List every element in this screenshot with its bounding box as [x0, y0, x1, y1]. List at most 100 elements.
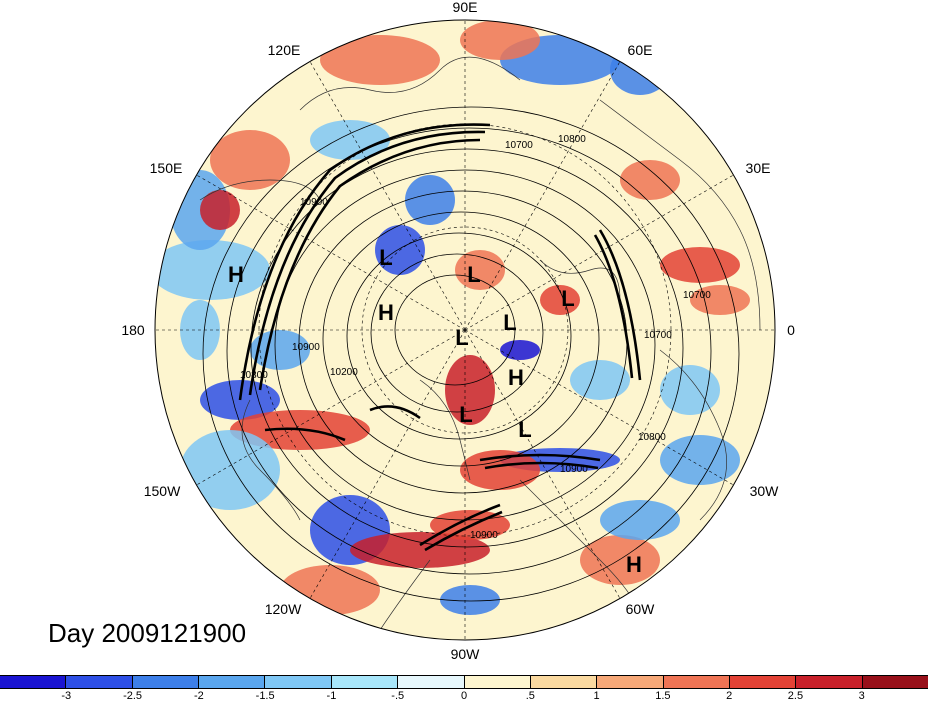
colorbar-tick-label: .5 [525, 690, 535, 702]
anomaly-patch [660, 365, 720, 415]
colorbar-tick-label: -2 [193, 690, 204, 702]
meridian-line [464, 329, 621, 599]
date-title: Day 2009121900 [48, 618, 247, 648]
meridian-line [196, 174, 466, 331]
longitude-label: 30E [745, 160, 771, 176]
contour-label: 10700 [683, 290, 711, 301]
longitude-label: 30W [749, 483, 779, 499]
anomaly-patch [455, 250, 505, 290]
jet-contour [479, 453, 601, 462]
contour-label: 10900 [300, 197, 328, 208]
longitude-label: 90E [452, 0, 478, 15]
height-contour [346, 232, 572, 440]
colorbar-segment [0, 676, 67, 688]
meridian-line [464, 329, 734, 486]
anomaly-patch [690, 285, 750, 315]
anomaly-patch [350, 532, 490, 568]
contour-label: 10900 [292, 342, 320, 353]
low-pressure-marker: L [518, 417, 531, 442]
jet-contour [258, 138, 481, 391]
colorbar-tick-label: -1 [326, 690, 337, 702]
longitude-label: 120W [264, 601, 302, 617]
colorbar-segment [663, 676, 730, 688]
colorbar-tick-label: 0 [460, 690, 468, 702]
jet-contour [419, 503, 501, 547]
contour-label: 10900 [560, 464, 588, 475]
contour-label: 10800 [558, 134, 586, 145]
colorbar-segment [796, 676, 863, 688]
jet-contour [238, 123, 491, 401]
anomaly-patch [460, 20, 540, 60]
anomaly-patch [540, 285, 580, 315]
anomaly-patch [580, 535, 660, 585]
height-contour [226, 127, 712, 575]
colorbar-segment [132, 676, 200, 688]
longitude-label: 150E [149, 160, 183, 176]
anomaly-patch [180, 430, 280, 510]
height-contour [370, 253, 544, 413]
high-pressure-marker: H [626, 552, 642, 577]
colorbar-segment [199, 676, 266, 688]
low-pressure-marker: L [459, 402, 472, 427]
contour-label: 10200 [330, 367, 358, 378]
low-pressure-marker: L [561, 286, 574, 311]
colorbar-tick-label: -3 [61, 690, 72, 702]
meridian-line [464, 61, 621, 331]
colorbar-labels: -3 -2.5 -2 -1.5 -1 -.5 0 .5 1 1.5 2 2.5 3 [0, 690, 928, 704]
coastline [659, 349, 727, 521]
anomaly-patch [660, 247, 740, 283]
anomaly-patch [445, 355, 495, 425]
colorbar-tick-label: -1.5 [255, 690, 275, 702]
colorbar-tick-label: 2 [726, 690, 733, 702]
colorbar-segment [464, 676, 531, 688]
jet-contour [264, 427, 346, 442]
coastline [199, 179, 321, 201]
colorbar-segment [398, 676, 465, 688]
jet-contour [424, 510, 503, 552]
contour-label: 10800 [638, 432, 666, 443]
colorbar-segment [331, 676, 399, 688]
longitude-label: 0 [787, 322, 795, 338]
low-pressure-marker: L [467, 262, 480, 287]
longitude-label: 90W [450, 646, 480, 662]
meridian-line [464, 174, 734, 331]
coastline [241, 399, 301, 521]
colorbar-segment [66, 676, 133, 688]
anomaly-patch [210, 130, 290, 190]
anomaly-patch [200, 190, 240, 230]
colorbar-tick-label: -.5 [391, 690, 405, 702]
jet-contour [248, 130, 486, 396]
low-pressure-marker: L [379, 245, 392, 270]
colorbar-tick-label: 1.5 [655, 690, 671, 702]
colorbar-segment [265, 676, 332, 688]
high-pressure-marker: H [378, 300, 394, 325]
colorbar [0, 675, 928, 689]
anomaly-patch [600, 500, 680, 540]
colorbar-segment [729, 676, 797, 688]
meridian-line [309, 61, 466, 331]
longitude-label: 60E [627, 42, 653, 58]
anomaly-patch [310, 120, 390, 160]
meridian-line [309, 329, 466, 599]
colorbar-segment [597, 676, 664, 688]
jet-contour [598, 229, 642, 381]
high-pressure-marker: H [508, 365, 524, 390]
coastline [539, 259, 621, 301]
coastline [299, 56, 521, 111]
low-pressure-marker: L [503, 310, 516, 335]
map-boundary [154, 19, 776, 641]
jet-contour [593, 234, 634, 379]
high-pressure-marker: H [228, 262, 244, 287]
anomaly-patch [570, 360, 630, 400]
coastline [599, 99, 761, 331]
colorbar-tick-label: 3 [858, 690, 865, 702]
contour-label: 10700 [644, 330, 672, 341]
height-contour [322, 211, 600, 467]
anomaly-patch [155, 240, 270, 300]
coastline [419, 379, 471, 481]
colorbar-tick-label: -2.5 [123, 690, 143, 702]
colorbar-tick-label: 1 [593, 690, 600, 702]
anomaly-patch [500, 340, 540, 360]
